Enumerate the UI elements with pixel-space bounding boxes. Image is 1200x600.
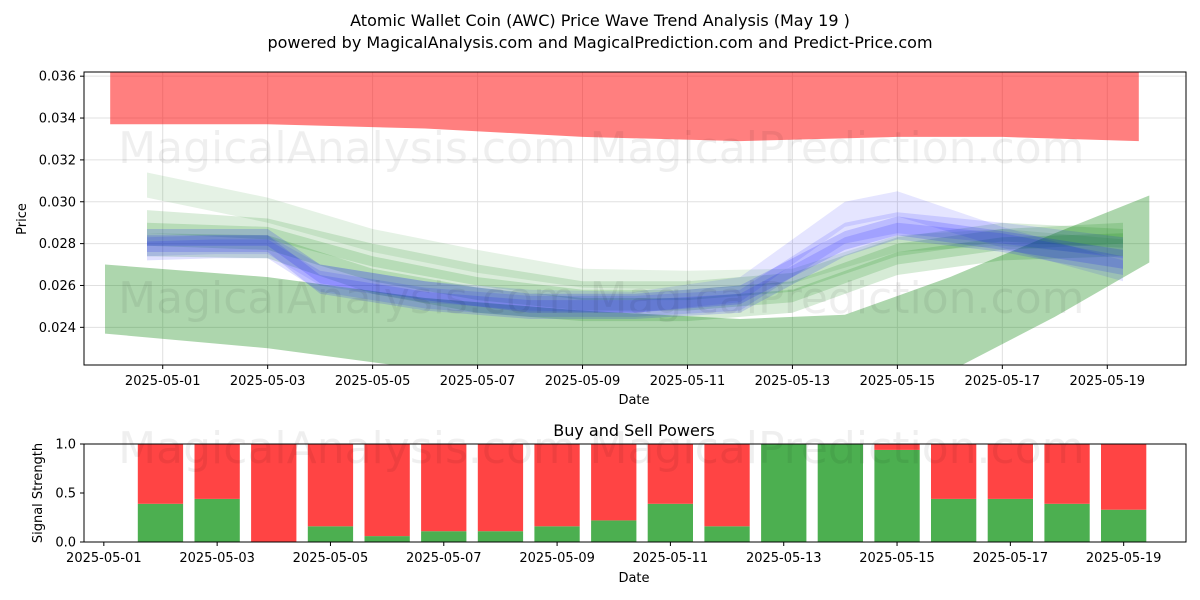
sell-bar	[1101, 444, 1147, 510]
watermark: MagicalPrediction.com	[590, 123, 1085, 174]
price-bands	[105, 72, 1150, 365]
sell-bar	[704, 444, 750, 527]
buy-bar	[1101, 509, 1147, 542]
buy-sell-y-axis: 0.0 0.5 1.0	[55, 438, 84, 551]
buy-bar	[931, 498, 977, 542]
green-price-band	[147, 233, 1123, 322]
buy-sell-x-tick-label: 2025-05-17	[973, 551, 1049, 566]
price-x-tick-label: 2025-05-11	[650, 374, 726, 389]
watermark: MagicalAnalysis.com	[118, 273, 576, 324]
blue-price-band	[147, 216, 1123, 313]
buy-bar	[137, 503, 184, 542]
buy-bar	[874, 449, 920, 542]
chart-subtitle: powered by MagicalAnalysis.com and Magic…	[267, 33, 932, 52]
buy-bar	[647, 503, 693, 542]
sell-bar	[364, 444, 410, 537]
watermark: MagicalAnalysis.com	[118, 123, 576, 174]
watermark: MagicalAnalysis.com	[118, 423, 576, 474]
price-y-tick-label: 0.034	[39, 112, 76, 127]
blue-price-band	[147, 222, 1123, 319]
green-price-band	[105, 195, 1150, 365]
buy-sell-x-tick-label: 2025-05-11	[633, 551, 709, 566]
buy-sell-x-tick-label: 2025-05-05	[293, 551, 369, 566]
price-x-tick-label: 2025-05-05	[335, 374, 411, 389]
price-plot-frame	[83, 71, 1187, 366]
price-x-tick-label: 2025-05-03	[230, 374, 306, 389]
buy-sell-x-tick-label: 2025-05-07	[406, 551, 482, 566]
sell-bar	[591, 444, 637, 521]
buy-sell-x-axis-label: Date	[618, 571, 649, 586]
sell-bar	[1044, 444, 1090, 504]
blue-price-band	[147, 212, 1123, 317]
buy-sell-x-tick-label: 2025-05-19	[1086, 551, 1162, 566]
sell-bar	[874, 444, 920, 450]
green-price-band	[147, 172, 1123, 290]
buy-sell-x-tick-label: 2025-05-09	[519, 551, 595, 566]
watermark: MagicalPrediction.com	[590, 273, 1085, 324]
buy-sell-x-tick-label: 2025-05-15	[859, 551, 935, 566]
price-y-tick-label: 0.036	[39, 70, 76, 85]
price-x-tick-label: 2025-05-07	[440, 374, 516, 389]
buy-sell-x-axis: 2025-05-01 2025-05-03 2025-05-05 2025-05-07…	[66, 542, 1161, 566]
buy-bar	[534, 526, 580, 542]
buy-bar	[761, 444, 807, 542]
price-y-tick-label: 0.028	[39, 237, 76, 252]
buy-bar	[1044, 503, 1090, 542]
buy-sell-x-tick-label: 2025-05-13	[746, 551, 822, 566]
buy-bar	[704, 526, 750, 542]
price-y-axis-label: Price	[15, 203, 30, 235]
price-y-axis: 0.024 0.026 0.028 0.030 0.032 0.034 0.036	[39, 70, 84, 336]
sell-bar	[647, 444, 693, 504]
sell-bar	[421, 444, 467, 532]
price-x-tick-label: 2025-05-15	[860, 374, 936, 389]
sell-bar	[137, 444, 184, 504]
buy-sell-chart: Buy and Sell Powers MagicalAnalysis.com …	[31, 421, 1187, 586]
buy-bar	[364, 536, 410, 542]
sell-bar	[477, 444, 524, 532]
price-y-tick-label: 0.030	[39, 195, 76, 210]
buy-sell-y-axis-label: Signal Strength	[31, 443, 46, 543]
blue-price-band	[147, 191, 1123, 313]
price-x-tick-label: 2025-05-01	[125, 374, 201, 389]
price-y-tick-label: 0.032	[39, 153, 76, 168]
buy-bar	[817, 444, 863, 542]
buy-bar	[477, 531, 524, 542]
sell-bar	[251, 444, 297, 542]
buy-bar	[421, 531, 467, 542]
watermark: MagicalPrediction.com	[590, 423, 1085, 474]
sell-bar	[307, 444, 354, 527]
red-price-band	[110, 72, 1139, 142]
sell-bar	[194, 444, 240, 499]
green-price-band	[147, 210, 1123, 301]
sell-bar	[931, 444, 977, 499]
sell-bar	[987, 444, 1033, 499]
chart-title: Atomic Wallet Coin (AWC) Price Wave Tren…	[350, 11, 850, 30]
price-watermarks: MagicalAnalysis.com MagicalPrediction.co…	[118, 123, 1084, 324]
buy-bar	[987, 498, 1033, 542]
buy-sell-y-tick-label: 1.0	[55, 438, 76, 453]
price-x-tick-label: 2025-05-09	[545, 374, 621, 389]
sell-bar	[534, 444, 580, 527]
buy-sell-x-tick-label: 2025-05-03	[179, 551, 255, 566]
price-chart: MagicalAnalysis.com MagicalPrediction.co…	[15, 70, 1187, 408]
price-x-axis: 2025-05-01 2025-05-03 2025-05-05 2025-05-07…	[125, 365, 1145, 389]
power-watermarks: MagicalAnalysis.com MagicalPrediction.co…	[118, 423, 1084, 474]
price-y-tick-label: 0.024	[39, 321, 76, 336]
price-y-tick-label: 0.026	[39, 279, 76, 294]
price-x-tick-label: 2025-05-13	[755, 374, 831, 389]
buy-bar	[591, 520, 637, 542]
buy-sell-y-tick-label: 0.0	[55, 536, 76, 551]
buy-bar	[307, 526, 354, 542]
buy-sell-bars	[137, 444, 1147, 542]
buy-bar	[194, 498, 240, 542]
buy-sell-chart-title: Buy and Sell Powers	[553, 421, 715, 440]
price-x-tick-label: 2025-05-17	[965, 374, 1041, 389]
buy-sell-x-tick-label: 2025-05-01	[66, 551, 142, 566]
buy-sell-y-tick-label: 0.5	[55, 487, 76, 502]
price-x-axis-label: Date	[618, 393, 649, 408]
price-x-tick-label: 2025-05-19	[1070, 374, 1146, 389]
green-price-band	[147, 222, 1123, 311]
